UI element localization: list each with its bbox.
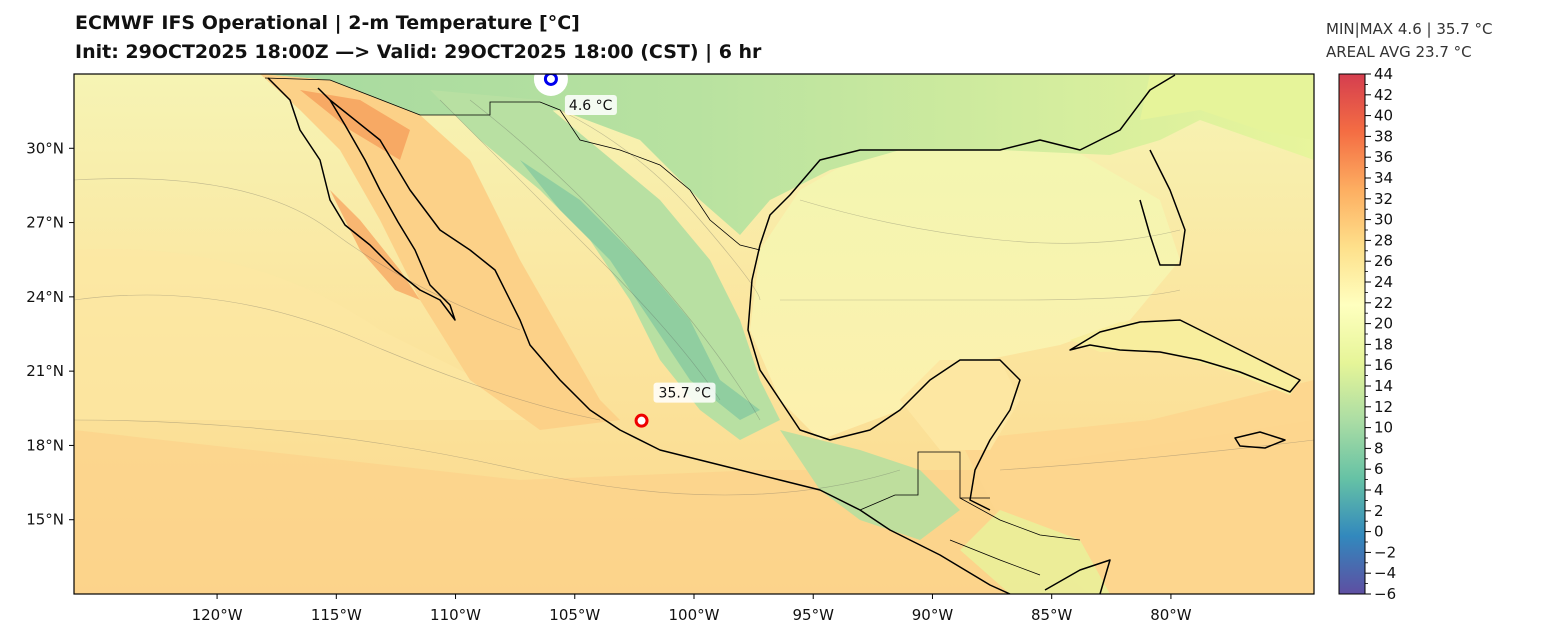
- colorbar-tick-label: 26: [1374, 252, 1393, 270]
- colorbar-tick-label: 2: [1374, 502, 1384, 520]
- min-temperature-label: 4.6 °C: [569, 98, 613, 114]
- colorbar-tick-label: −2: [1374, 543, 1396, 561]
- lat-tick-label: 30°N: [26, 139, 64, 157]
- max-temperature-marker: [634, 413, 649, 428]
- sonora-hot-spot: [300, 90, 410, 160]
- colorbar-tick-label: 6: [1374, 460, 1384, 478]
- lat-tick-label: 18°N: [26, 436, 64, 454]
- colorbar-tick-label: −6: [1374, 585, 1396, 603]
- lat-tick-label: 24°N: [26, 288, 64, 306]
- colorbar-tick-label: 0: [1374, 523, 1384, 541]
- colorbar-tick-label: 28: [1374, 231, 1393, 249]
- gulf-of-mexico-field: [750, 148, 1180, 440]
- chart-subtitle: Init: 29OCT2025 18:00Z —> Valid: 29OCT20…: [75, 41, 762, 63]
- lon-tick-label: 115°W: [311, 606, 362, 624]
- lon-tick-label: 80°W: [1150, 606, 1192, 624]
- colorbar-ticks: 4442403836343230282624222018161412108642…: [1365, 65, 1396, 603]
- colorbar-tick-label: 36: [1374, 148, 1393, 166]
- sierra-madre-cool-ridge: [520, 160, 760, 420]
- temperature-contours: [74, 99, 1314, 496]
- northwest-mexico-field: [260, 74, 620, 430]
- pacific-mid-band: [74, 249, 560, 420]
- lat-tick-label: 15°N: [26, 511, 64, 529]
- max-temperature-label: 35.7 °C: [659, 386, 712, 402]
- colorbar-tick-label: 34: [1374, 169, 1393, 187]
- colorbar-tick-label: 24: [1374, 273, 1393, 291]
- longitude-axis: 120°W 115°W 110°W 105°W 100°W 95°W 90°W 85°W 80°…: [192, 594, 1192, 624]
- us-land-field: [74, 74, 1314, 235]
- min-max-readout: MIN|MAX 4.6 | 35.7 °C: [1326, 20, 1493, 38]
- colorbar-bar: [1339, 74, 1365, 594]
- colorbar-tick-label: 40: [1374, 107, 1393, 125]
- lat-tick-label: 27°N: [26, 214, 64, 232]
- colorbar-tick-label: 10: [1374, 419, 1393, 437]
- max-temperature-label-box: 35.7 °C: [653, 382, 716, 403]
- lon-tick-label: 90°W: [912, 606, 954, 624]
- lon-tick-label: 95°W: [793, 606, 835, 624]
- colorbar-tick-label: 16: [1374, 356, 1393, 374]
- areal-average-readout: AREAL AVG 23.7 °C: [1326, 43, 1472, 61]
- colorbar-tick-label: 44: [1374, 65, 1393, 83]
- colorbar-tick-label: 42: [1374, 86, 1393, 104]
- lon-tick-label: 120°W: [192, 606, 243, 624]
- min-temperature-label-box: 4.6 °C: [564, 94, 617, 115]
- colorbar-tick-label: 38: [1374, 127, 1393, 145]
- latitude-axis: 30°N 27°N 24°N 21°N 18°N 15°N: [26, 139, 74, 529]
- colorbar-tick-label: 4: [1374, 481, 1384, 499]
- lon-tick-label: 105°W: [549, 606, 600, 624]
- central-america-highland-field: [780, 430, 960, 540]
- lon-tick-label: 85°W: [1031, 606, 1073, 624]
- colorbar-tick-label: 12: [1374, 398, 1393, 416]
- colorbar-tick-label: 30: [1374, 211, 1393, 229]
- colorbar-tick-label: 8: [1374, 439, 1384, 457]
- min-temperature-marker: [533, 74, 568, 96]
- colorbar-tick-label: 20: [1374, 315, 1393, 333]
- honduras-field: [960, 510, 1110, 594]
- colorbar-tick-label: 18: [1374, 335, 1393, 353]
- yucatan-field: [900, 360, 1020, 450]
- chart-title: ECMWF IFS Operational | 2-m Temperature …: [75, 12, 580, 34]
- colorbar-tick-label: 22: [1374, 294, 1393, 312]
- colorbar-tick-label: 32: [1374, 190, 1393, 208]
- country-borders: [264, 77, 1081, 576]
- colorbar-tick-label: −4: [1374, 564, 1396, 582]
- colorbar: 4442403836343230282624222018161412108642…: [1338, 65, 1396, 603]
- coastlines: [267, 74, 1301, 594]
- lon-tick-label: 100°W: [669, 606, 720, 624]
- lat-tick-label: 21°N: [26, 362, 64, 380]
- lon-tick-label: 110°W: [430, 606, 481, 624]
- map-field: 4.6 °C 35.7 °C: [74, 74, 1314, 594]
- southeast-us-field: [1140, 74, 1314, 140]
- colorbar-tick-label: 14: [1374, 377, 1393, 395]
